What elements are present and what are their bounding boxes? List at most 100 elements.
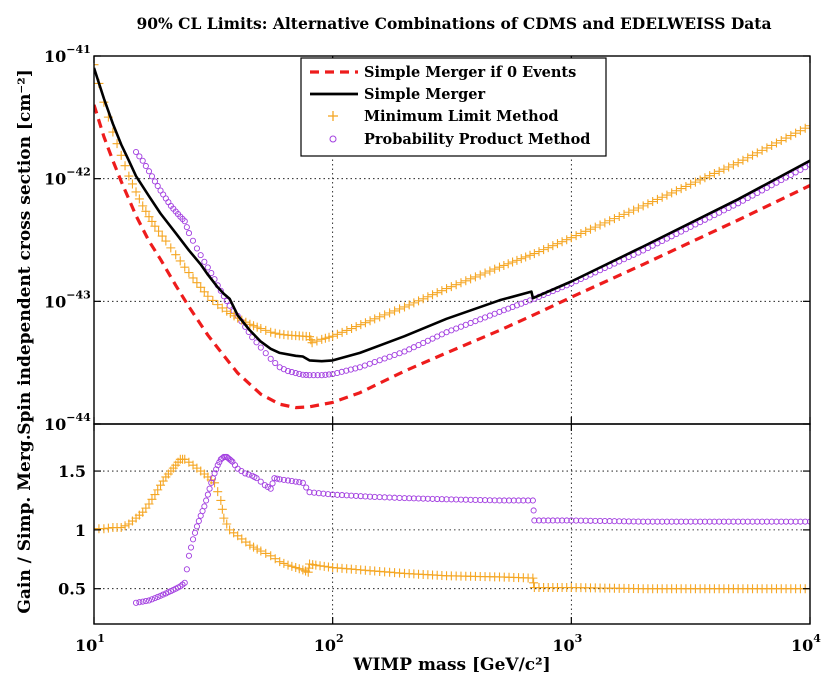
top-point-probability-product-method — [154, 182, 161, 190]
bottom-point-probability-product-method — [269, 480, 276, 487]
bottom-point-minimum-limit-method — [213, 487, 223, 497]
top-point-minimum-limit-method — [571, 231, 581, 241]
top-point-probability-product-method — [361, 362, 368, 369]
top-point-minimum-limit-method — [332, 329, 342, 339]
bottom-panel: 0.511.5 Gain / Simp. Merg. 101 102 103 104 … — [15, 423, 821, 675]
bottom-point-minimum-limit-method — [252, 544, 262, 554]
bottom-point-probability-product-method — [540, 517, 547, 524]
top-point-minimum-limit-method — [516, 254, 526, 264]
bottom-point-probability-product-method — [253, 475, 260, 482]
top-point-minimum-limit-method — [375, 312, 385, 322]
bottom-point-probability-product-method — [267, 485, 274, 492]
bottom-point-probability-product-method — [191, 529, 199, 536]
bottom-point-probability-product-method — [292, 478, 299, 485]
top-point-minimum-limit-method — [552, 239, 562, 249]
top-point-minimum-limit-method — [800, 123, 810, 133]
top-point-minimum-limit-method — [442, 284, 452, 294]
top-point-minimum-limit-method — [738, 155, 748, 165]
bottom-point-probability-product-method — [219, 455, 226, 462]
top-point-minimum-limit-method — [539, 245, 549, 255]
bottom-point-probability-product-method — [257, 478, 264, 485]
bottom-point-probability-product-method — [136, 599, 143, 606]
bottom-point-probability-product-method — [406, 495, 413, 502]
bottom-series-minimum-limit-method — [94, 454, 810, 594]
bottom-point-probability-product-method — [649, 518, 656, 525]
top-point-minimum-limit-method — [390, 306, 400, 316]
bottom-point-minimum-limit-method — [528, 573, 538, 583]
top-series-minimum-limit-method — [94, 60, 810, 348]
bottom-point-minimum-limit-method — [219, 513, 229, 523]
bottom-point-probability-product-method — [701, 518, 708, 525]
bottom-point-probability-product-method — [545, 517, 552, 524]
top-point-probability-product-method — [303, 371, 310, 379]
top-point-minimum-limit-method — [709, 168, 719, 178]
bottom-point-probability-product-method — [206, 485, 213, 492]
top-point-probability-product-method — [193, 245, 201, 252]
bottom-point-probability-product-method — [424, 495, 431, 502]
top-point-minimum-limit-method — [624, 207, 634, 217]
legend-label-simple-merger: Simple Merger — [364, 86, 486, 103]
top-point-probability-product-method — [386, 353, 393, 360]
top-point-minimum-limit-method — [124, 171, 134, 181]
x-tick-labels: 101 102 103 104 — [75, 632, 821, 655]
bottom-point-probability-product-method — [213, 466, 220, 473]
bottom-point-probability-product-method — [725, 518, 732, 525]
top-point-minimum-limit-method — [719, 164, 729, 174]
top-point-probability-product-method — [145, 168, 153, 175]
bottom-point-probability-product-method — [678, 518, 685, 525]
top-point-probability-product-method — [197, 252, 204, 259]
bottom-point-probability-product-method — [315, 490, 322, 497]
bottom-point-minimum-limit-method — [153, 485, 163, 495]
top-point-minimum-limit-method — [499, 260, 509, 270]
top-point-minimum-limit-method — [380, 310, 390, 320]
top-point-probability-product-method — [338, 368, 345, 375]
bottom-plot-frame — [93, 423, 811, 625]
bottom-series-probability-product-method — [132, 453, 810, 606]
bottom-point-probability-product-method — [299, 479, 306, 486]
top-point-minimum-limit-method — [328, 331, 338, 341]
top-point-probability-product-method — [288, 369, 295, 376]
x-tick-label: 101 — [75, 632, 105, 655]
bottom-point-minimum-limit-method — [270, 554, 280, 564]
top-point-minimum-limit-method — [600, 218, 610, 228]
bottom-point-probability-product-method — [711, 518, 718, 525]
bottom-point-probability-product-method — [420, 495, 427, 502]
top-point-probability-product-method — [347, 366, 354, 373]
top-point-minimum-limit-method — [116, 150, 126, 160]
top-point-minimum-limit-method — [324, 332, 334, 342]
top-point-minimum-limit-method — [320, 333, 330, 343]
top-point-minimum-limit-method — [461, 276, 471, 286]
top-point-minimum-limit-method — [395, 304, 405, 314]
bottom-point-minimum-limit-method — [261, 548, 271, 558]
top-point-minimum-limit-method — [400, 302, 410, 312]
top-point-minimum-limit-method — [131, 187, 141, 197]
top-point-minimum-limit-method — [266, 327, 276, 337]
top-point-minimum-limit-method — [470, 272, 480, 282]
bottom-point-probability-product-method — [535, 517, 543, 524]
top-point-probability-product-method — [217, 287, 224, 294]
top-point-minimum-limit-method — [494, 262, 504, 272]
top-y-tick-label: 10−43 — [44, 288, 91, 311]
bottom-point-minimum-limit-method — [283, 560, 293, 570]
top-series-simple-merger — [94, 67, 810, 363]
top-point-minimum-limit-method — [161, 236, 171, 246]
x-tick-label: 104 — [791, 632, 821, 655]
top-y-tick-label: 10−44 — [44, 411, 91, 434]
top-point-probability-product-method — [322, 371, 329, 378]
top-point-minimum-limit-method — [261, 325, 271, 335]
top-point-probability-product-method — [806, 161, 810, 168]
top-point-minimum-limit-method — [781, 133, 791, 143]
bottom-point-minimum-limit-method — [217, 504, 227, 514]
top-point-minimum-limit-method — [562, 235, 572, 245]
top-point-minimum-limit-method — [671, 186, 681, 196]
top-point-minimum-limit-method — [184, 268, 194, 278]
bottom-point-probability-product-method — [242, 470, 249, 477]
top-point-minimum-limit-method — [213, 300, 223, 310]
top-point-minimum-limit-method — [365, 316, 375, 326]
bottom-point-probability-product-method — [187, 544, 195, 551]
top-point-minimum-limit-method — [643, 199, 653, 209]
top-point-minimum-limit-method — [543, 243, 553, 253]
bottom-point-probability-product-method — [654, 518, 661, 525]
bottom-point-probability-product-method — [211, 470, 218, 477]
bottom-point-probability-product-method — [673, 518, 680, 525]
